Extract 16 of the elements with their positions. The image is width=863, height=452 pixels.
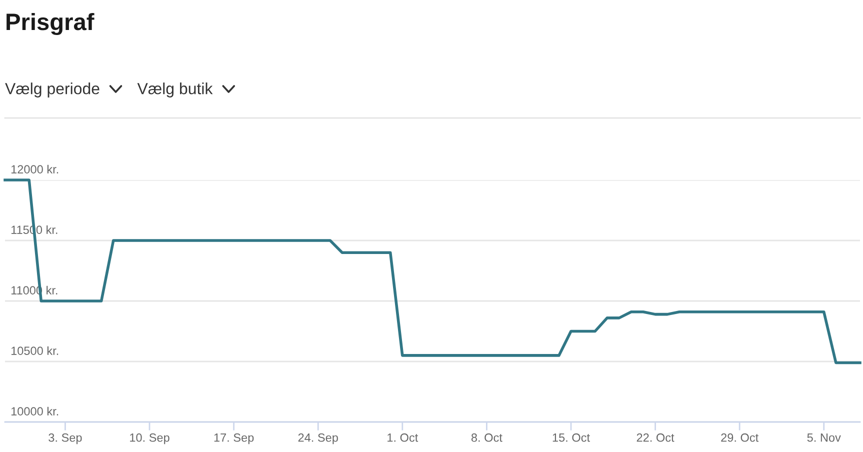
text: Vælg periode	[5, 82, 100, 98]
x-tick-label: 8. Oct	[471, 433, 502, 442]
x-tick-label: 29. Oct	[721, 433, 759, 442]
x-tick-label: 24. Sep	[298, 433, 338, 444]
x-tick-label: 22. Oct	[636, 433, 674, 442]
y-tick-label: 10000 kr.	[11, 406, 58, 416]
x-tick-label: 10. Sep	[130, 433, 170, 444]
x-tick-label: 3. Sep	[48, 433, 82, 444]
x-tick-label: 15. Oct	[552, 433, 590, 442]
y-tick-label: 12000 kr.	[11, 164, 58, 174]
x-tick-label: 5. Nov	[807, 434, 841, 442]
y-tick-label: 10500 kr.	[11, 346, 58, 355]
text: Vælg butik	[137, 82, 213, 98]
x-tick-label: 1. Oct	[388, 433, 418, 442]
chart-title: Prisgraf	[6, 12, 94, 36]
x-tick-label: 17. Sep	[214, 433, 254, 444]
